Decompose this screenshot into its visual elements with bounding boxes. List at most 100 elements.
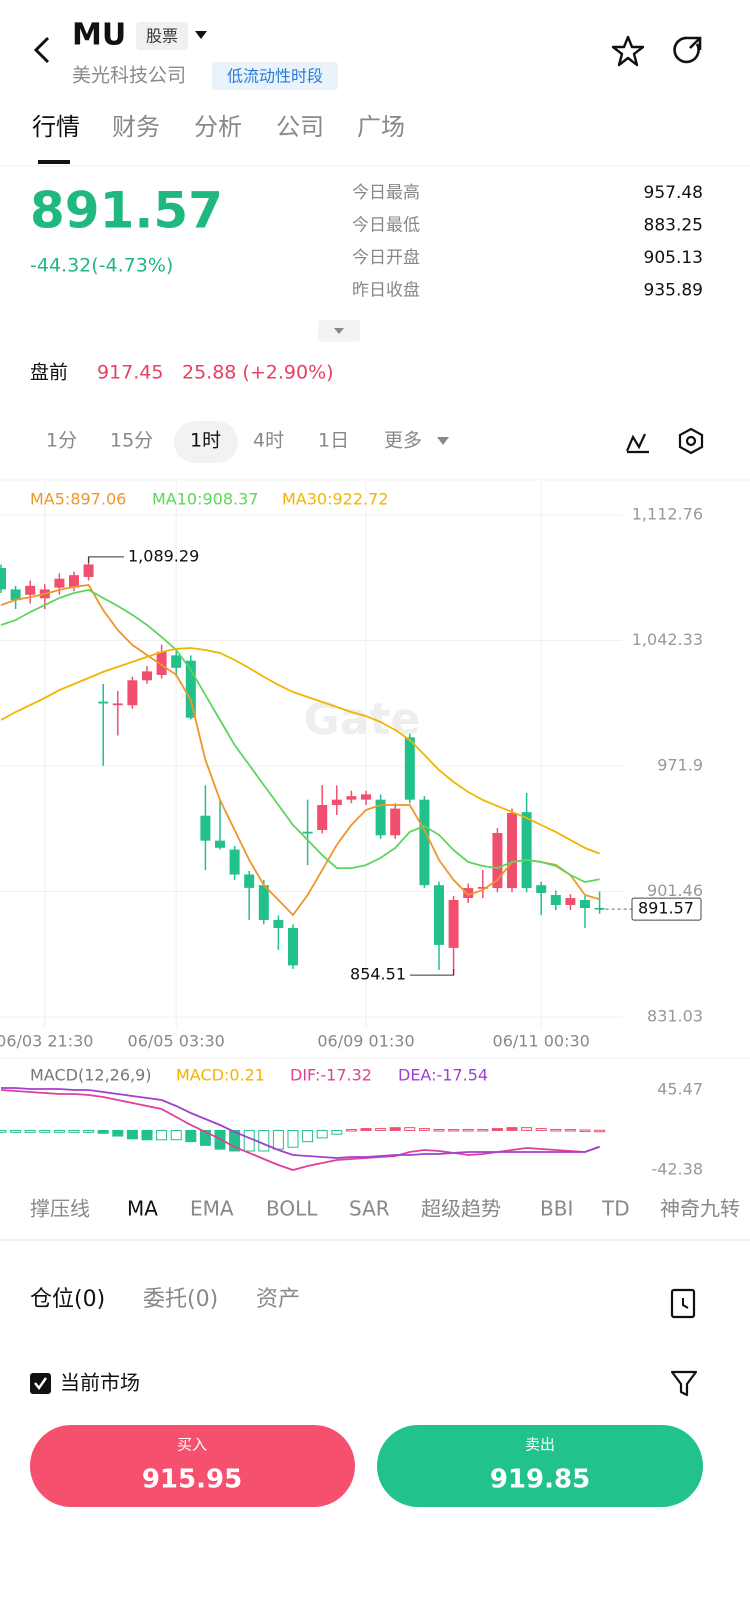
candle-body [244, 874, 255, 888]
indicator-tab[interactable]: EMA [190, 1197, 234, 1221]
legend-entry: MA10:908.37 [152, 490, 258, 509]
macd-bar [477, 1129, 489, 1132]
candle-body [492, 832, 503, 889]
stat-label: 今日最高 [352, 183, 420, 203]
candle-body [404, 737, 415, 800]
macd-bar [141, 1129, 153, 1141]
interval[interactable]: 15分 [110, 430, 153, 452]
filter-icon[interactable] [670, 1370, 698, 1397]
high-marker [88, 556, 124, 563]
tab[interactable]: 行情 [32, 113, 80, 141]
candle-body [477, 886, 488, 889]
macd-bar [345, 1129, 357, 1132]
candle-body [463, 888, 474, 899]
macd-bar [404, 1127, 416, 1131]
macd-label: MACD:0.21 [176, 1066, 265, 1085]
settings-icon[interactable] [678, 427, 704, 455]
interval[interactable]: 更多 [384, 430, 422, 452]
more-icon [437, 437, 449, 445]
buy-button[interactable] [30, 1425, 355, 1507]
macd-bar [199, 1129, 211, 1146]
indicator-tab[interactable]: 撑压线 [30, 1197, 90, 1221]
position-tab[interactable]: 资产 [256, 1287, 300, 1312]
macd-bar [302, 1129, 314, 1143]
macd-bar [53, 1129, 65, 1133]
macd-bar [39, 1129, 51, 1133]
position-tab[interactable]: 委托(0) [143, 1287, 218, 1312]
star-icon[interactable] [611, 35, 645, 67]
share-icon[interactable] [673, 36, 700, 64]
macd-bar [97, 1129, 109, 1134]
macd-bar [24, 1129, 36, 1133]
indicator-tab[interactable]: 神奇九转 [660, 1197, 740, 1221]
indicator-tab[interactable]: 超级趋势 [421, 1197, 501, 1221]
indicator-tab[interactable]: MA [127, 1197, 158, 1221]
symbol: MU [72, 18, 126, 53]
interval[interactable]: 4时 [253, 430, 284, 452]
dropdown[interactable] [195, 31, 207, 39]
macd-tick-label: 45.47 [657, 1080, 703, 1099]
chart-style-icon[interactable] [625, 433, 649, 454]
last-price-label: 891.57 [638, 899, 694, 918]
macd-bar [594, 1129, 606, 1133]
tab[interactable]: 财务 [112, 113, 160, 141]
macd-bar [10, 1129, 22, 1133]
macd-bar [258, 1129, 270, 1152]
candle-body [448, 899, 459, 948]
candle-body [0, 568, 6, 590]
share-arrow [688, 36, 702, 50]
sell-button[interactable] [377, 1425, 703, 1507]
x-tick-label: 06/05 03:30 [128, 1032, 225, 1051]
tab[interactable]: 广场 [357, 113, 405, 141]
macd-bar [287, 1129, 299, 1148]
y-tick-label: 1,112.76 [632, 505, 703, 524]
y-tick-label: 831.03 [647, 1007, 703, 1026]
candle-body [375, 799, 386, 836]
stat-value: 935.89 [644, 281, 703, 301]
tab[interactable]: 公司 [276, 113, 324, 141]
macd-bar [506, 1127, 518, 1131]
orders-history-icon[interactable] [670, 1288, 696, 1319]
candle-body [112, 703, 123, 706]
macd-bar [126, 1129, 138, 1140]
macd-bar [229, 1129, 241, 1152]
candle-body [215, 840, 225, 848]
candle-body [521, 812, 532, 889]
y-tick-label: 901.46 [647, 881, 703, 900]
interval[interactable]: 1分 [46, 430, 77, 452]
candle-body [288, 927, 298, 966]
stat-label: 今日最低 [352, 216, 420, 236]
indicator-tab[interactable]: SAR [349, 1197, 390, 1221]
macd-bar [316, 1129, 328, 1139]
check-mark [34, 1377, 47, 1391]
macd-tick-label: -42.38 [651, 1160, 703, 1179]
low-marker [410, 969, 455, 976]
candle-body [185, 660, 196, 718]
checkbox[interactable] [30, 1373, 51, 1394]
position-tab[interactable]: 仓位(0) [30, 1287, 105, 1312]
interval[interactable]: 1时 [190, 430, 221, 452]
macd-bar [83, 1129, 95, 1133]
clock-hand [682, 1298, 689, 1309]
macd-bar [112, 1129, 124, 1137]
low-label: 854.51 [350, 965, 406, 984]
x-tick-label: 06/03 21:30 [0, 1032, 93, 1051]
indicator-tab[interactable]: BBI [540, 1197, 573, 1221]
candle-body [54, 578, 65, 588]
macd-bar [448, 1129, 460, 1132]
premarket-price: 917.45 [97, 362, 163, 384]
indicator-tab[interactable]: TD [601, 1197, 630, 1221]
dea-line [1, 1087, 600, 1159]
ma-line [0, 647, 600, 855]
indicator-tab[interactable]: BOLL [266, 1197, 318, 1221]
interval[interactable]: 1日 [318, 430, 349, 452]
tab[interactable]: 分析 [194, 113, 242, 141]
ma-line [0, 584, 600, 917]
session-bg [212, 62, 338, 90]
macd-bar [550, 1129, 562, 1132]
back-button[interactable] [33, 36, 50, 64]
macd-bar [360, 1128, 372, 1131]
macd-bar [491, 1128, 503, 1131]
macd-bar [389, 1127, 401, 1131]
macd-bar [68, 1129, 80, 1133]
